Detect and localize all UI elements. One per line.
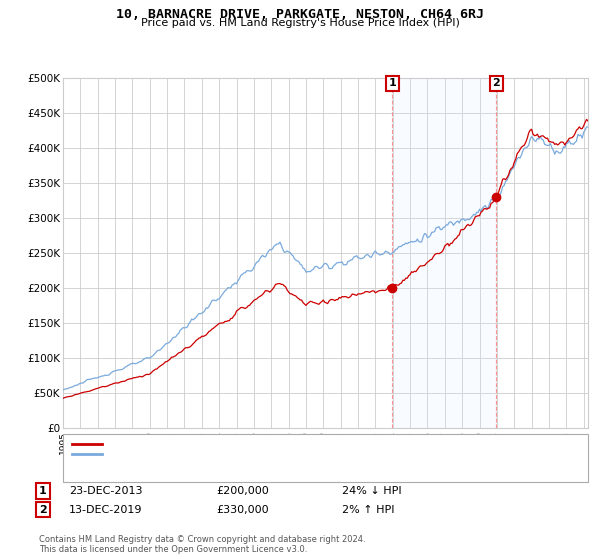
Text: HPI: Average price, detached house, Cheshire West and Chester: HPI: Average price, detached house, Ches… — [106, 449, 420, 459]
Text: 13-DEC-2019: 13-DEC-2019 — [69, 505, 143, 515]
Bar — [392, 78, 496, 428]
Text: 1: 1 — [388, 78, 396, 88]
Text: 10, BARNACRE DRIVE, PARKGATE, NESTON, CH64 6RJ (detached house): 10, BARNACRE DRIVE, PARKGATE, NESTON, CH… — [106, 439, 456, 449]
Text: 2% ↑ HPI: 2% ↑ HPI — [342, 505, 395, 515]
Text: 2: 2 — [39, 505, 47, 515]
Text: Contains HM Land Registry data © Crown copyright and database right 2024.
This d: Contains HM Land Registry data © Crown c… — [39, 535, 365, 554]
Text: 2: 2 — [493, 78, 500, 88]
Text: 10, BARNACRE DRIVE, PARKGATE, NESTON, CH64 6RJ: 10, BARNACRE DRIVE, PARKGATE, NESTON, CH… — [116, 8, 484, 21]
Text: 1: 1 — [39, 486, 47, 496]
Text: 23-DEC-2013: 23-DEC-2013 — [69, 486, 143, 496]
Text: £200,000: £200,000 — [216, 486, 269, 496]
Text: £330,000: £330,000 — [216, 505, 269, 515]
Text: 24% ↓ HPI: 24% ↓ HPI — [342, 486, 401, 496]
Text: Price paid vs. HM Land Registry's House Price Index (HPI): Price paid vs. HM Land Registry's House … — [140, 18, 460, 29]
